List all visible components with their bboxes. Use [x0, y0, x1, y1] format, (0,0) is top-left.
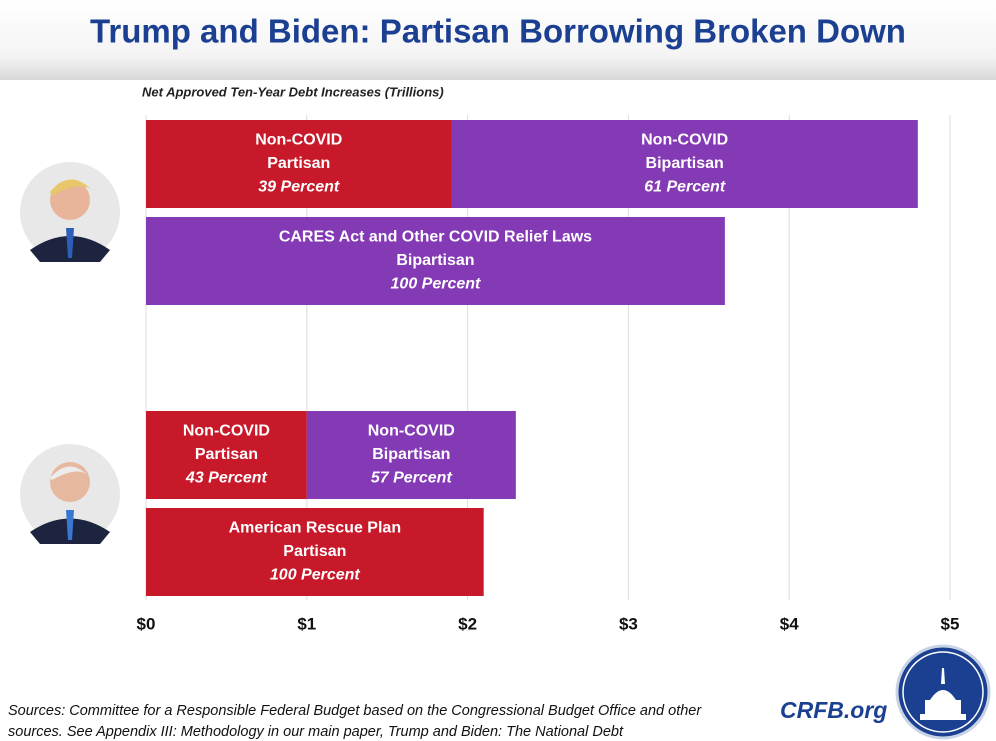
biden-photo	[20, 444, 120, 544]
logo	[895, 644, 991, 740]
x-tick-label: $3	[619, 614, 638, 633]
segment-label: Partisan	[283, 543, 346, 560]
bars: Non-COVID Partisan 39 Percent Non-COVID Bipa…	[146, 120, 918, 596]
brand: CRFB.org	[780, 697, 887, 723]
segment-label: Non-COVID	[368, 423, 455, 440]
bar-segment	[146, 411, 307, 499]
x-tick-label: $2	[458, 614, 477, 633]
source-line: Sources: Committee for a Responsible Fed…	[8, 703, 702, 719]
segment-label: Non-COVID	[183, 423, 270, 440]
segment-label: Non-COVID	[641, 132, 728, 149]
chart-subtitle: Net Approved Ten-Year Debt Increases (Tr…	[142, 84, 444, 99]
x-tick-label: $5	[941, 614, 960, 633]
source-line: sources. See Appendix III: Methodology i…	[8, 724, 624, 740]
trump-photo	[20, 162, 120, 262]
segment-label: 43 Percent	[185, 470, 268, 487]
header-band	[0, 0, 996, 80]
segment-label: 61 Percent	[644, 179, 726, 196]
segment-label: 100 Percent	[270, 567, 361, 584]
segment-label: 100 Percent	[391, 276, 482, 293]
x-tick-label: $1	[297, 614, 316, 633]
bar-segment	[146, 508, 484, 596]
segment-label: American Rescue Plan	[229, 520, 402, 537]
x-tick-label: $0	[137, 614, 156, 633]
x-tick-label: $4	[780, 614, 799, 633]
segment-label: Bipartisan	[396, 252, 474, 269]
segment-label: Non-COVID	[255, 132, 342, 149]
bar-segment	[306, 411, 516, 499]
bar-segment	[146, 217, 725, 305]
chart-title: Trump and Biden: Partisan Borrowing Brok…	[90, 13, 906, 50]
segment-label: Bipartisan	[646, 155, 724, 172]
segment-label: 57 Percent	[371, 470, 453, 487]
bar-segment	[451, 120, 918, 208]
segment-label: 39 Percent	[258, 179, 340, 196]
sources: Sources: Committee for a Responsible Fed…	[8, 703, 702, 740]
segment-label: Bipartisan	[372, 446, 450, 463]
segment-label: Partisan	[267, 155, 330, 172]
segment-label: Partisan	[195, 446, 258, 463]
segment-label: CARES Act and Other COVID Relief Laws	[279, 229, 592, 246]
bar-segment	[146, 120, 452, 208]
